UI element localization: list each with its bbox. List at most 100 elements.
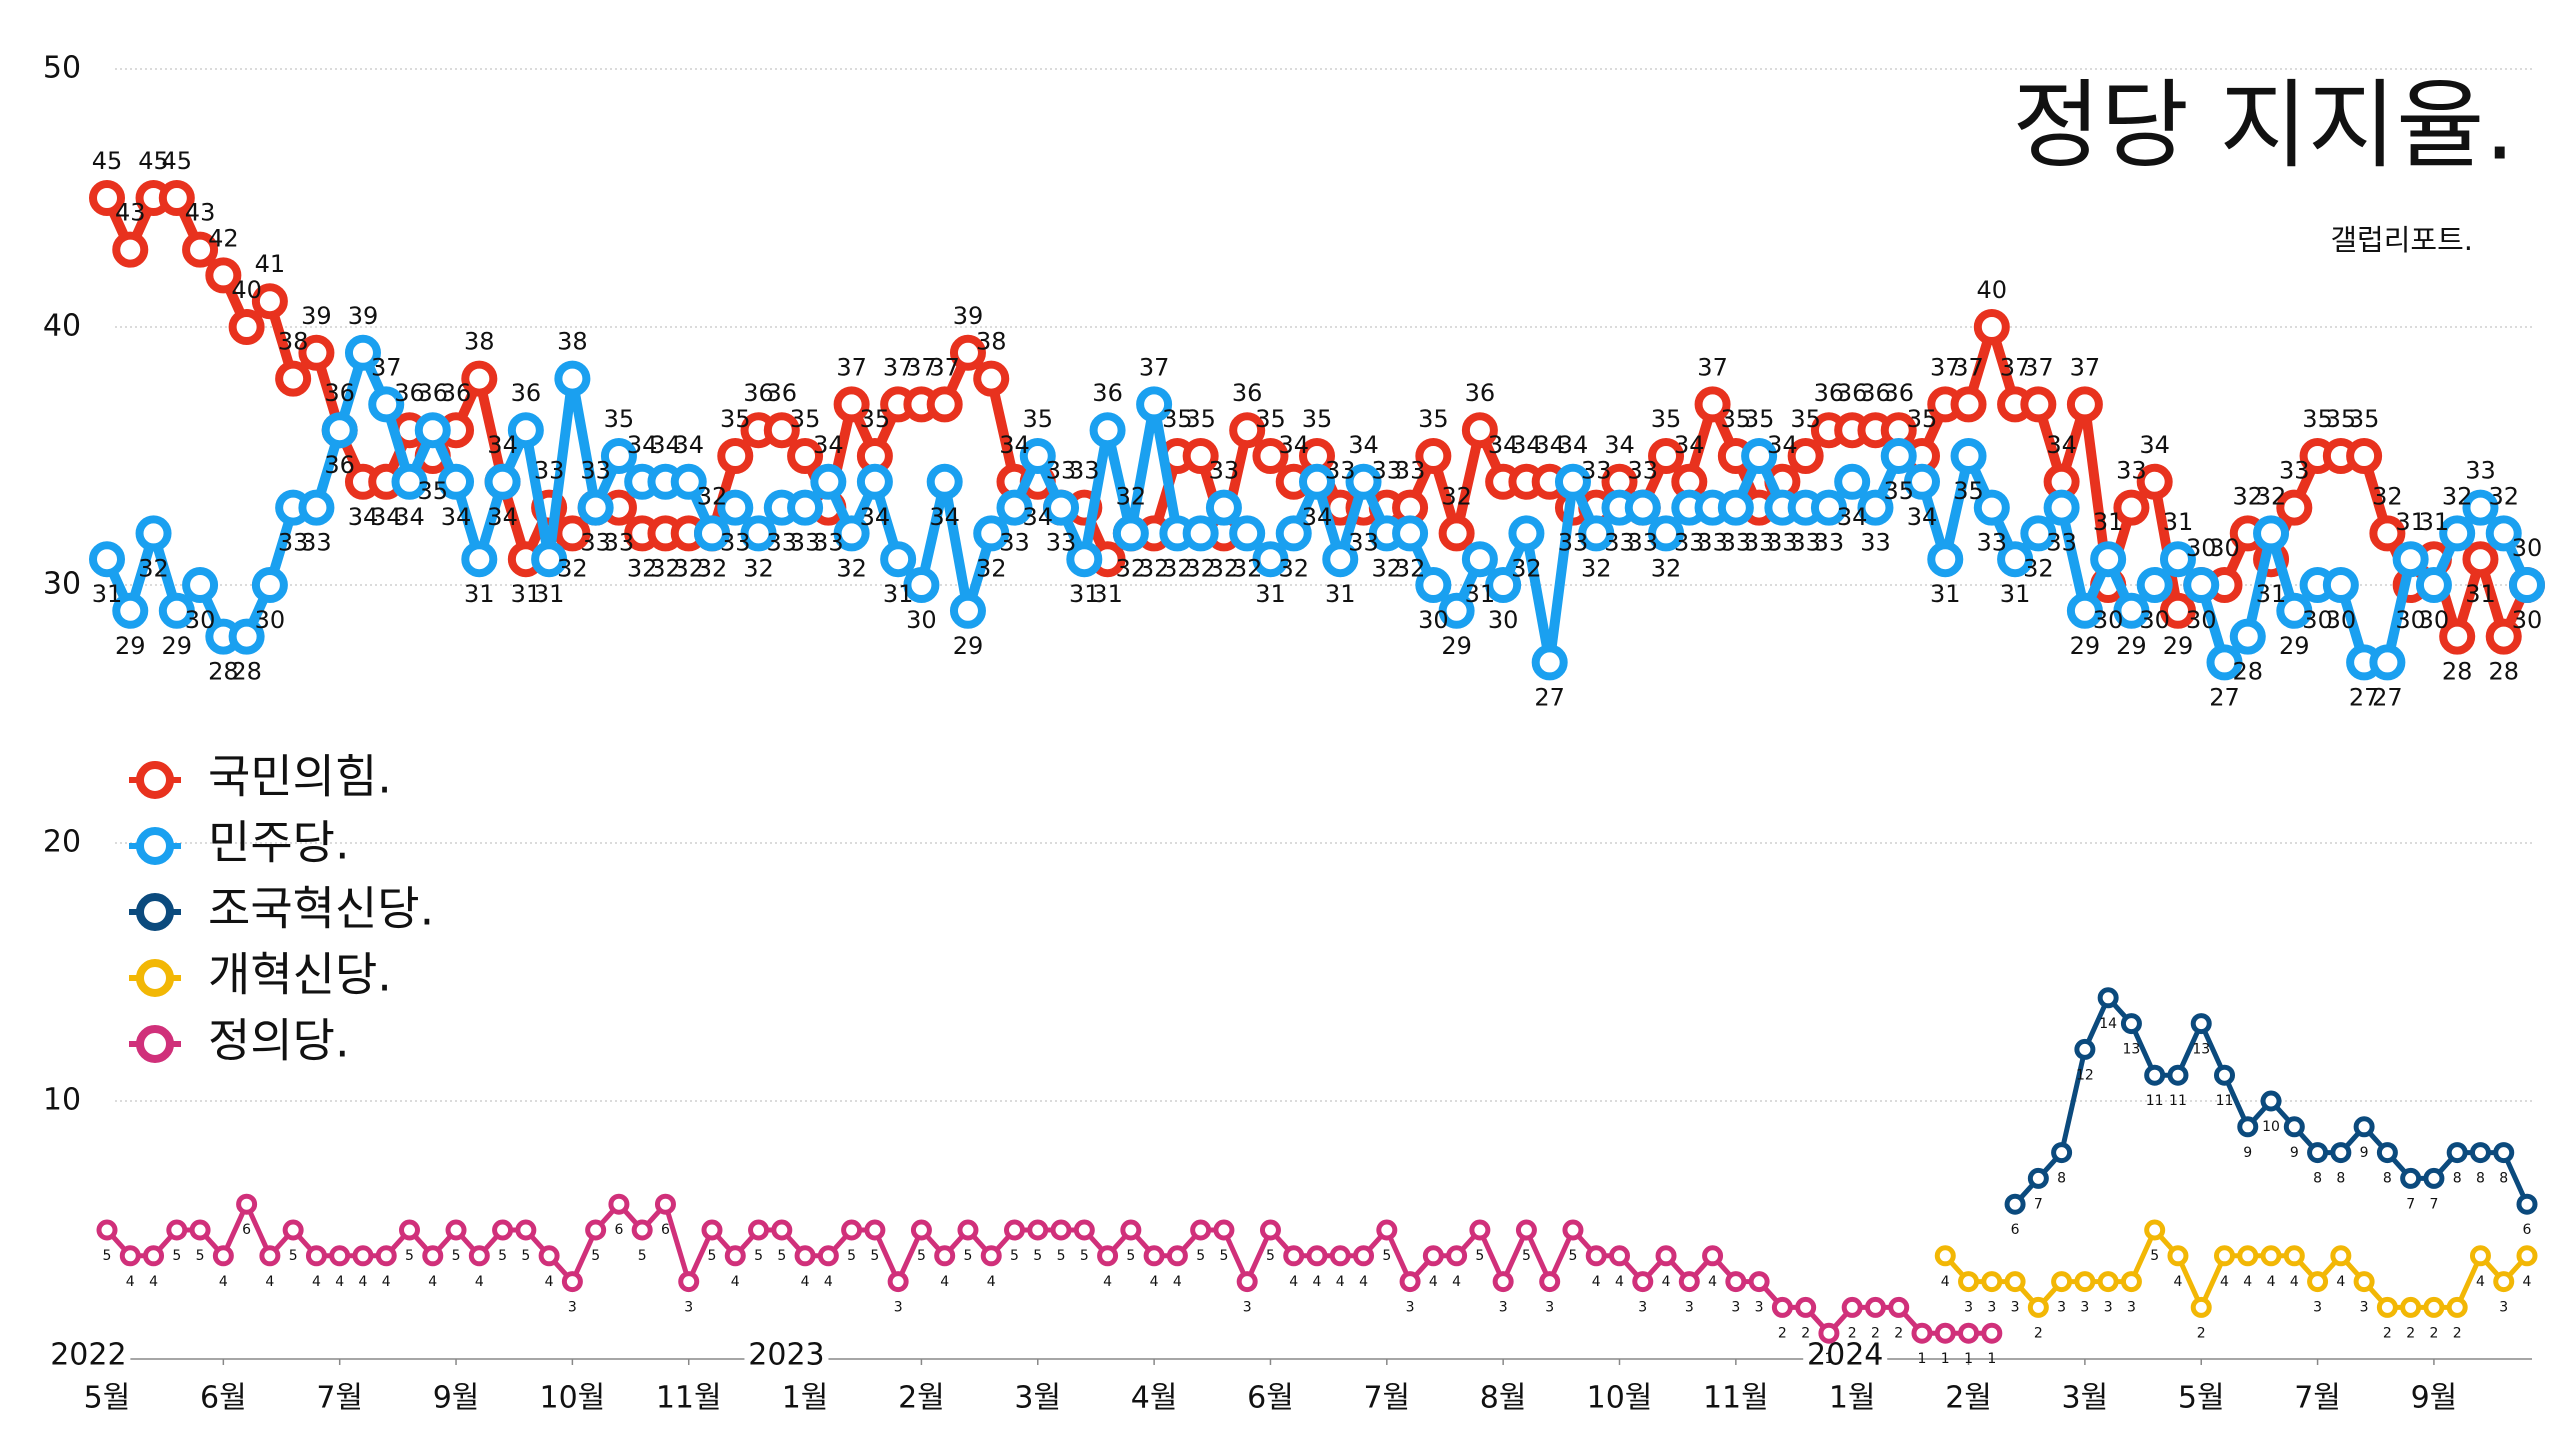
value-label: 3 xyxy=(2104,1300,2113,1316)
value-label: 2 xyxy=(1801,1325,1810,1341)
value-label: 32 xyxy=(1511,554,1542,582)
data-point xyxy=(112,592,149,629)
value-label: 3 xyxy=(2057,1300,2066,1316)
value-label: 34 xyxy=(1907,503,1938,531)
value-label: 4 xyxy=(382,1274,391,1290)
value-label: 36 xyxy=(417,379,448,407)
data-point xyxy=(880,541,917,578)
value-label: 32 xyxy=(1116,554,1147,582)
data-point xyxy=(422,1245,444,1267)
data-point xyxy=(1213,1219,1235,1241)
value-label: 35 xyxy=(1022,405,1053,433)
value-label: 6 xyxy=(2523,1222,2532,1238)
value-label: 4 xyxy=(335,1274,344,1290)
value-label: 33 xyxy=(1860,529,1891,557)
data-point xyxy=(2493,1271,2515,1293)
value-label: 42 xyxy=(208,224,239,252)
value-label: 33 xyxy=(1767,529,1798,557)
value-label: 2 xyxy=(2429,1325,2438,1341)
data-point xyxy=(135,515,172,552)
data-point xyxy=(282,1219,304,1241)
data-point xyxy=(112,231,149,268)
value-label: 3 xyxy=(2313,1300,2322,1316)
value-label: 4 xyxy=(1173,1274,1182,1290)
value-label: 34 xyxy=(1767,431,1798,459)
value-label: 43 xyxy=(185,199,216,227)
data-point xyxy=(2004,1193,2026,1215)
data-point xyxy=(1632,1271,1654,1293)
value-label: 4 xyxy=(1662,1274,1671,1290)
data-point xyxy=(1275,515,1312,552)
data-point xyxy=(305,1245,327,1267)
value-label: 33 xyxy=(790,529,821,557)
legend-marker xyxy=(136,959,174,997)
x-tick-label: 5월 xyxy=(84,1381,131,1416)
value-label: 29 xyxy=(2116,632,2147,660)
value-label: 1 xyxy=(1918,1351,1927,1367)
data-point xyxy=(1073,1219,1095,1241)
data-point xyxy=(2493,1142,2515,1164)
value-label: 31 xyxy=(1465,580,1496,608)
data-point xyxy=(1485,567,1522,603)
data-point xyxy=(973,515,1010,552)
data-point xyxy=(1981,1271,2003,1293)
value-label: 34 xyxy=(673,431,704,459)
data-point xyxy=(2113,489,2150,526)
value-label: 37 xyxy=(1953,353,1984,381)
data-point xyxy=(1841,1296,1863,1318)
x-tick-label: 7월 xyxy=(316,1381,363,1416)
value-label: 39 xyxy=(953,302,984,330)
value-label: 43 xyxy=(115,199,146,227)
value-label: 5 xyxy=(708,1248,717,1264)
data-point xyxy=(608,1193,630,1215)
value-label: 33 xyxy=(2046,529,2077,557)
data-point xyxy=(438,463,475,500)
legend-marker xyxy=(136,893,174,931)
value-label: 5 xyxy=(498,1248,507,1264)
value-label: 4 xyxy=(2290,1274,2299,1290)
value-label: 36 xyxy=(1814,379,1845,407)
value-label: 8 xyxy=(2313,1171,2322,1187)
data-point xyxy=(275,360,312,397)
y-tick-label: 10 xyxy=(43,1083,81,1118)
value-label: 34 xyxy=(394,503,425,531)
data-point xyxy=(1927,541,1964,578)
value-label: 32 xyxy=(557,554,588,582)
value-label: 31 xyxy=(2256,580,2287,608)
value-label: 31 xyxy=(2465,580,2496,608)
value-label: 32 xyxy=(1162,554,1193,582)
data-point xyxy=(375,1245,397,1267)
value-label: 4 xyxy=(219,1274,228,1290)
value-label: 4 xyxy=(2267,1274,2276,1290)
data-point xyxy=(926,386,963,423)
value-label: 32 xyxy=(2023,554,2054,582)
year-label: 2023 xyxy=(748,1338,824,1373)
chart-title: 정당 지지율. xyxy=(2012,69,2515,181)
data-point xyxy=(2136,567,2173,603)
value-label: 1 xyxy=(1824,1351,1833,1367)
x-tick-label: 10월 xyxy=(1587,1381,1653,1416)
data-point xyxy=(2446,1296,2468,1318)
value-label: 35 xyxy=(2326,405,2357,433)
value-label: 4 xyxy=(1313,1274,1322,1290)
value-label: 5 xyxy=(521,1248,530,1264)
data-point xyxy=(2462,489,2499,526)
value-label: 29 xyxy=(2279,632,2310,660)
x-tick-label: 3월 xyxy=(2062,1381,2109,1416)
value-label: 3 xyxy=(684,1300,693,1316)
data-point xyxy=(1166,1245,1188,1267)
value-label: 36 xyxy=(1092,379,1123,407)
data-point xyxy=(2167,1245,2189,1267)
data-point xyxy=(957,1219,979,1241)
value-label: 7 xyxy=(2429,1196,2438,1212)
value-label: 4 xyxy=(359,1274,368,1290)
value-label: 35 xyxy=(1651,405,1682,433)
year-label: 2024 xyxy=(1807,1338,1883,1373)
value-label: 5 xyxy=(1033,1248,1042,1264)
value-label: 32 xyxy=(650,554,681,582)
value-label: 41 xyxy=(255,250,286,278)
data-point xyxy=(2183,567,2220,603)
data-point xyxy=(1958,1271,1980,1293)
value-label: 34 xyxy=(1278,431,1309,459)
value-label: 3 xyxy=(1406,1300,1415,1316)
